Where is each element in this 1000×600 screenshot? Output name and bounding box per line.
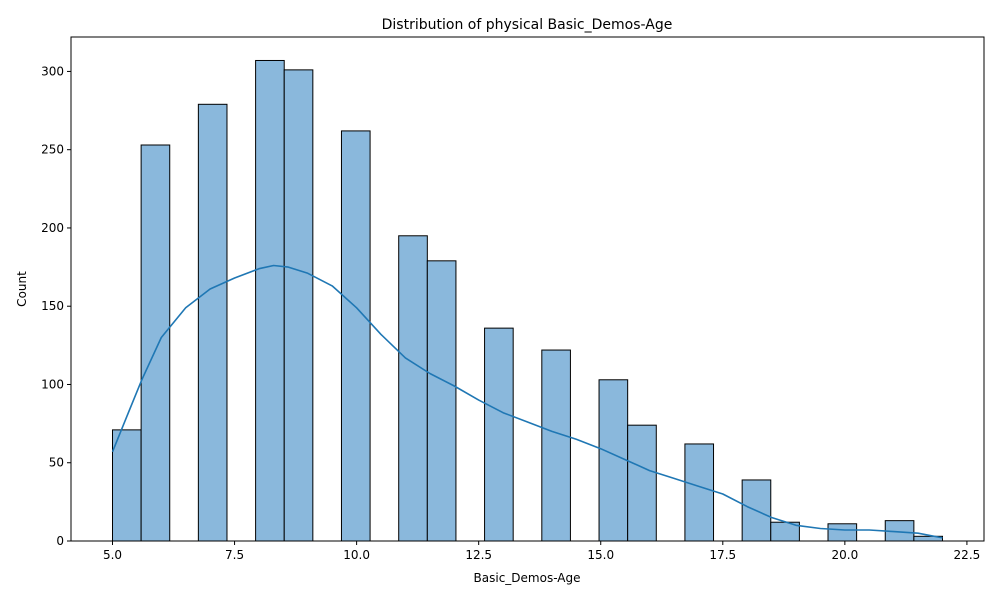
x-tick-label: 15.0 <box>587 548 614 562</box>
y-tick-label: 100 <box>41 377 64 391</box>
histogram-bar <box>340 130 371 542</box>
y-tick-label: 200 <box>41 221 64 235</box>
bars-layer <box>112 59 943 542</box>
y-tick-label: 0 <box>56 534 64 548</box>
histogram-bar <box>197 103 228 542</box>
x-axis-ticks: 5.0 7.5 10.0 12.5 15.0 17.5 20.0 22.5 <box>103 541 980 562</box>
y-axis-label: Count <box>15 271 29 307</box>
histogram-bar <box>140 144 171 542</box>
histogram-bar <box>484 327 514 542</box>
x-tick-label: 20.0 <box>831 548 858 562</box>
histogram-bar <box>112 429 142 542</box>
y-axis-ticks: 0 50 100 150 200 250 300 <box>41 64 71 548</box>
histogram-bar <box>398 235 428 542</box>
chart-title: Distribution of physical Basic_Demos-Age <box>382 17 673 33</box>
histogram-bar <box>598 379 629 542</box>
y-tick-label: 50 <box>49 456 64 470</box>
y-tick-label: 150 <box>41 299 64 313</box>
x-tick-label: 17.5 <box>709 548 736 562</box>
kde-layer <box>111 264 943 539</box>
kde-line <box>111 264 943 539</box>
x-tick-label: 7.5 <box>225 548 244 562</box>
histogram-bar <box>255 59 285 542</box>
y-tick-label: 250 <box>41 143 64 157</box>
histogram-bar <box>684 443 715 542</box>
histogram-bar <box>283 69 314 542</box>
histogram-bar <box>827 523 858 542</box>
x-axis-label: Basic_Demos-Age <box>474 571 581 585</box>
x-tick-label: 22.5 <box>954 548 981 562</box>
histogram-bar <box>426 260 457 542</box>
histogram-bar <box>627 424 657 542</box>
x-tick-label: 12.5 <box>465 548 492 562</box>
plot-frame <box>70 36 985 542</box>
x-tick-label: 10.0 <box>343 548 370 562</box>
x-tick-label: 5.0 <box>103 548 122 562</box>
histogram-bar <box>541 349 571 542</box>
y-tick-label: 300 <box>41 64 64 78</box>
